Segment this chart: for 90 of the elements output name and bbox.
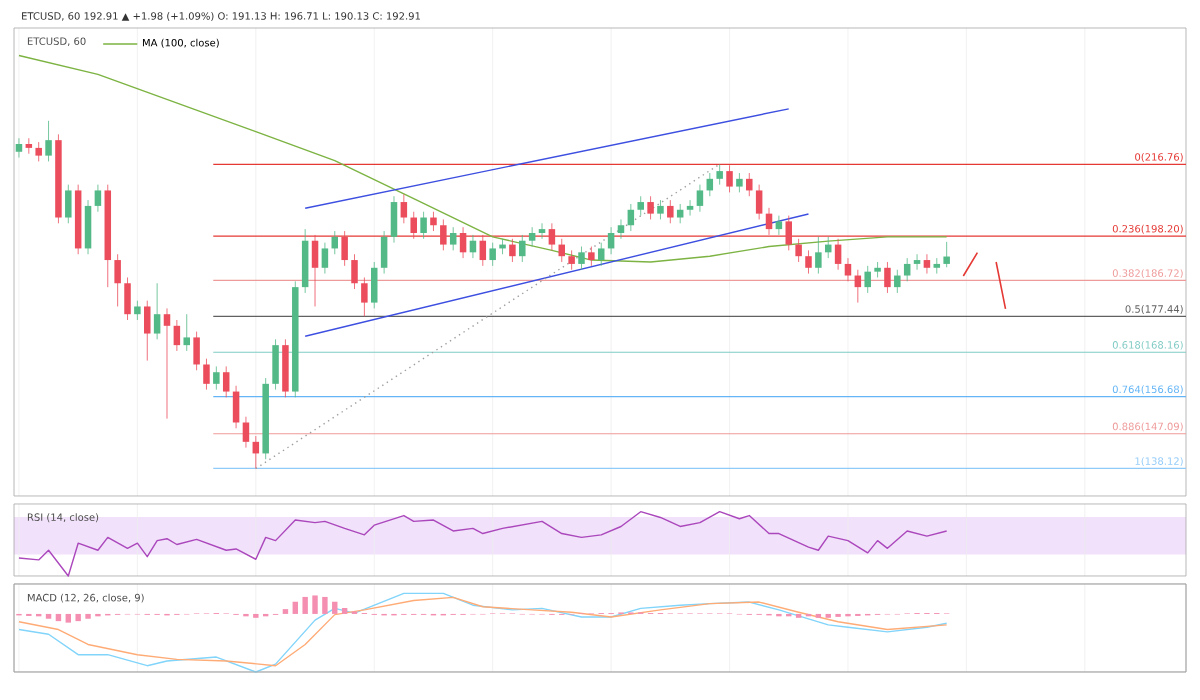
- candlestick: [420, 211, 427, 240]
- candlestick: [370, 261, 378, 309]
- candlestick: [134, 300, 141, 321]
- candlestick: [617, 219, 625, 240]
- candlestick: [311, 234, 319, 307]
- candlestick: [726, 164, 733, 193]
- candlestick: [528, 226, 536, 247]
- candlestick: [45, 120, 52, 162]
- candlestick: [400, 193, 408, 224]
- candlestick: [686, 199, 694, 216]
- candlestick: [163, 308, 171, 420]
- candlestick: [341, 230, 348, 267]
- candlestick: [479, 234, 487, 267]
- bar: [75, 613, 81, 622]
- candlestick: [35, 141, 42, 162]
- candlestick: [894, 269, 901, 294]
- candlestick: [657, 199, 664, 220]
- candlestick: [301, 228, 309, 294]
- candlestick: [361, 277, 368, 317]
- candlestick: [943, 241, 950, 268]
- candlestick: [667, 199, 674, 224]
- candlestick: [755, 184, 763, 220]
- candlestick: [597, 242, 605, 267]
- candlestick: [815, 236, 822, 274]
- candlestick: [15, 137, 23, 158]
- candlestick: [440, 219, 447, 251]
- candlestick: [449, 226, 457, 251]
- candlestick: [84, 199, 92, 255]
- candlestick: [94, 184, 102, 213]
- candlestick: [222, 366, 230, 398]
- candlestick: [173, 319, 181, 352]
- candlestick: [213, 366, 220, 391]
- bar: [45, 613, 52, 619]
- candlestick: [884, 261, 891, 294]
- candlestick: [144, 300, 151, 362]
- candlestick: [272, 338, 279, 391]
- candlestick: [805, 249, 812, 274]
- candlestick: [647, 195, 654, 220]
- candlestick: [489, 242, 496, 267]
- candlestick: [410, 211, 417, 240]
- bar: [341, 608, 348, 614]
- bar: [292, 601, 299, 614]
- candlestick: [913, 253, 921, 271]
- bar: [85, 613, 91, 619]
- candlestick: [785, 215, 793, 251]
- candlestick: [923, 253, 931, 274]
- candlestick: [538, 222, 546, 240]
- candlestick: [834, 238, 842, 271]
- candlestick: [933, 257, 941, 274]
- candlestick: [696, 184, 704, 213]
- candlestick: [637, 195, 644, 216]
- candlestick: [903, 257, 911, 282]
- candlestick: [775, 215, 783, 236]
- candlestick: [864, 265, 871, 294]
- candlestick: [716, 163, 723, 186]
- candlestick: [114, 253, 121, 307]
- bar: [322, 596, 328, 614]
- candlestick: [795, 238, 802, 263]
- candlestick: [203, 358, 210, 391]
- candlestick: [548, 222, 556, 251]
- candlestick: [568, 249, 575, 271]
- candlestick: [351, 253, 358, 290]
- bar: [302, 596, 308, 614]
- candlestick: [509, 238, 516, 263]
- candlestick: [844, 257, 852, 282]
- candlestick: [153, 282, 161, 340]
- candlestick: [430, 211, 437, 232]
- candlestick: [390, 195, 398, 244]
- candlestick: [588, 246, 595, 267]
- bar: [55, 613, 62, 622]
- candlestick: [321, 242, 329, 274]
- candlestick: [676, 203, 684, 224]
- bar: [312, 595, 318, 614]
- candlestick: [193, 331, 200, 371]
- candlestick: [874, 261, 881, 278]
- candlestick: [459, 226, 467, 259]
- candlestick: [282, 338, 289, 398]
- candlestick: [65, 184, 72, 224]
- bar: [65, 613, 72, 623]
- candlestick: [736, 172, 743, 193]
- candlestick: [183, 313, 190, 352]
- bar: [332, 601, 338, 614]
- candlestick: [380, 230, 388, 274]
- candlestick: [124, 277, 131, 321]
- candlestick: [519, 234, 526, 263]
- candlestick: [232, 385, 240, 429]
- candlestick: [242, 416, 250, 449]
- candlestick: [25, 137, 33, 155]
- candlestick: [578, 246, 585, 271]
- candlestick: [746, 172, 753, 197]
